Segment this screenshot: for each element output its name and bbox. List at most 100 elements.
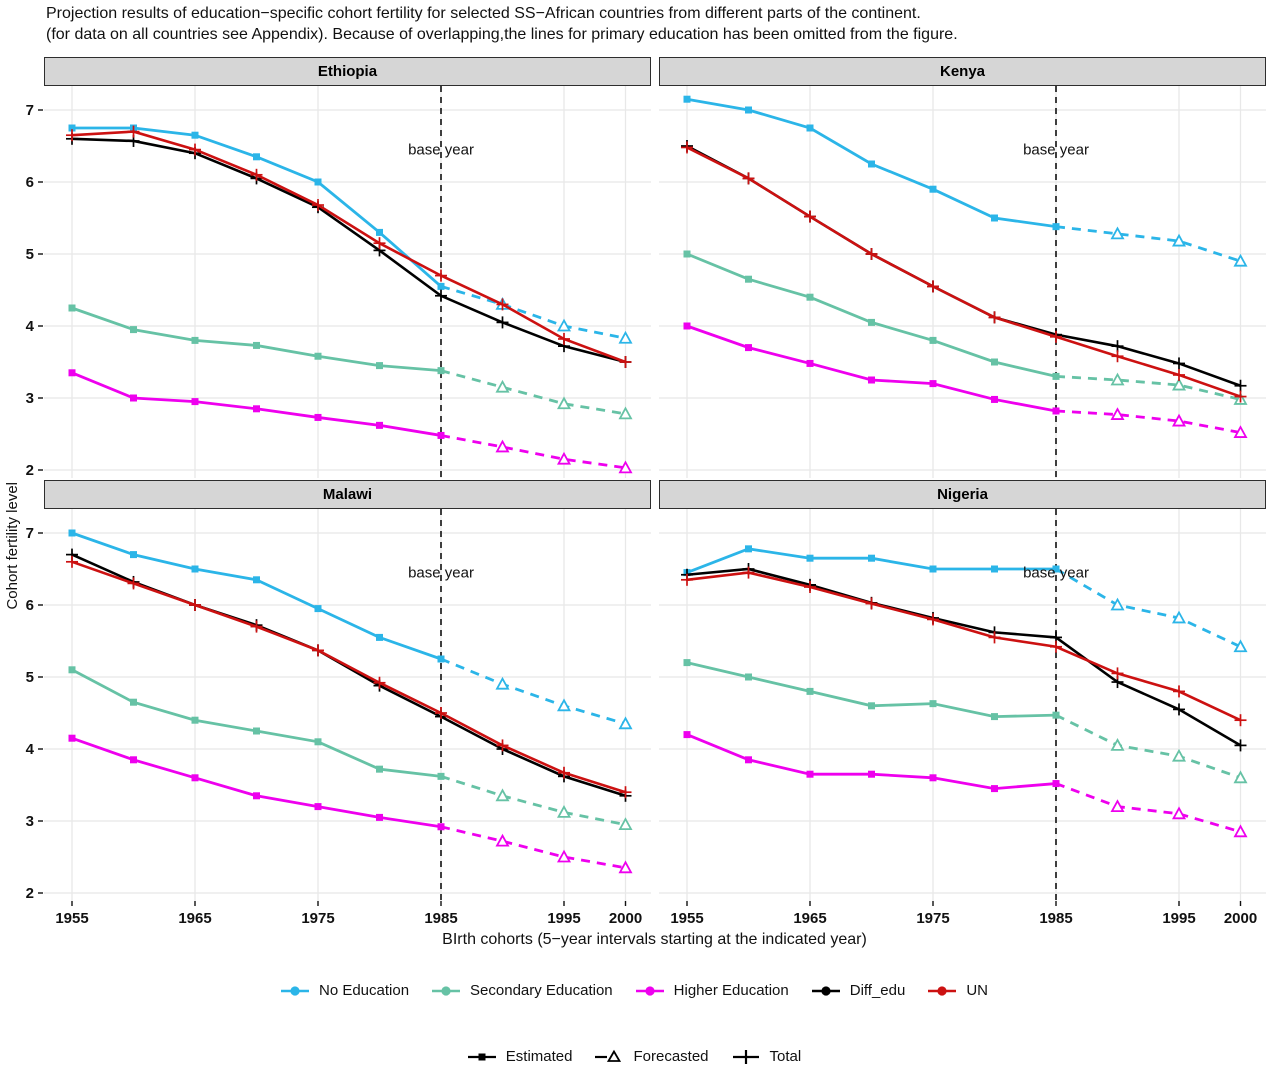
axis-ticks: 1955 1965 1975 1985 1995 2000: [670, 901, 1257, 927]
series-no-education: [68, 124, 633, 344]
series-un-line: [686, 146, 1241, 398]
series-secondary-education: [68, 304, 633, 420]
base-year-label: base year: [1023, 142, 1089, 159]
panel-nigeria: base year 1955 1965 1975 1985 1995 2000: [659, 509, 1266, 927]
estimated-square-marker: [991, 395, 998, 403]
estimated-square-marker: [191, 336, 199, 344]
x-tick-label: 1965: [178, 910, 211, 927]
base-year-label: base year: [1023, 565, 1089, 582]
estimated-square-marker: [68, 369, 76, 377]
y-tick-label: 7: [26, 102, 34, 119]
series-higher-education-estimated-line: [686, 733, 1057, 791]
estimated-square-marker: [253, 792, 260, 800]
series-diff-edu-line: [71, 137, 626, 364]
forecast-triangle-marker: [556, 396, 572, 410]
figure-title: Projection results of education−specific…: [46, 3, 958, 45]
forecast-triangle-marker: [1171, 377, 1187, 391]
estimated-square-marker: [929, 380, 937, 388]
forecast-triangle-marker: [1233, 824, 1248, 838]
series-un-line: [686, 571, 1242, 722]
facet-strip-kenya: Kenya: [659, 57, 1266, 86]
base-year-label: base year: [408, 565, 474, 582]
base-year-label: base year: [408, 142, 474, 159]
facet-strip-ethiopia: Ethiopia: [44, 57, 651, 86]
series-higher-education-forecast-line: [440, 434, 626, 470]
estimated-square-marker: [1052, 780, 1060, 788]
estimated-square-marker: [376, 765, 383, 773]
series-secondary-education: [68, 666, 633, 831]
forecast-triangle-marker: [1110, 407, 1125, 420]
series-no-education-forecast-line: [440, 657, 626, 726]
estimated-square-marker: [437, 282, 445, 290]
estimated-square-marker: [253, 576, 260, 584]
estimated-square-marker: [130, 698, 137, 706]
estimated-square-marker: [314, 178, 322, 186]
estimated-square-marker: [191, 398, 199, 406]
y-tick-label: 5: [26, 669, 34, 686]
series-diff-edu: [681, 140, 1247, 392]
legend-item-secondary-education: Secondary Education: [431, 982, 613, 999]
x-tick-label: 1995: [1162, 910, 1195, 927]
series-higher-education: [683, 731, 1248, 838]
series-diff-edu: [681, 563, 1247, 752]
x-tick-label: 2000: [1224, 910, 1257, 927]
estimated-square-marker: [1052, 711, 1060, 719]
estimated-square-marker: [1052, 223, 1060, 231]
legend-key-forecasted-icon: [595, 1049, 622, 1062]
estimated-square-marker: [929, 700, 937, 708]
forecast-triangle-marker: [1110, 226, 1125, 240]
estimated-square-marker: [437, 823, 445, 831]
forecast-triangle-marker: [1233, 425, 1248, 438]
title-line-2: (for data on all countries see Appendix)…: [46, 26, 958, 43]
x-tick-label: 1985: [1039, 910, 1072, 927]
estimated-square-marker: [191, 565, 199, 573]
y-tick-label: 5: [26, 246, 34, 263]
facet-ethiopia: Ethiopia base year 7 6 5 4 3 2: [14, 57, 651, 478]
series-higher-education: [68, 369, 633, 474]
estimated-square-marker: [745, 344, 752, 352]
estimated-square-marker: [806, 124, 814, 132]
forecast-triangle-marker: [556, 804, 572, 818]
series-un-line: [71, 130, 626, 364]
estimated-square-marker: [745, 545, 752, 553]
forecast-triangle-marker: [618, 817, 633, 831]
estimated-square-marker: [806, 687, 814, 695]
legend-item-diff-edu: Diff_edu: [811, 982, 905, 999]
estimated-square-marker: [253, 153, 260, 161]
series-secondary-education: [683, 250, 1248, 405]
estimated-square-marker: [314, 352, 322, 360]
y-tick-label: 3: [26, 813, 34, 830]
series-un-line: [71, 560, 626, 794]
facet-malawi: Malawi base year 7 6 5 4 3 2 1955 1965 1975 1985 19…: [14, 480, 651, 946]
facet-kenya: Kenya base year: [629, 57, 1266, 478]
series-higher-education: [683, 322, 1248, 438]
series-secondary-education-forecast-line: [440, 775, 626, 826]
estimated-square-marker: [868, 554, 875, 562]
estimated-square-marker: [68, 304, 76, 312]
forecast-triangle-marker: [618, 406, 633, 420]
gridlines: [44, 86, 651, 478]
forecast-triangle-marker: [556, 451, 572, 465]
estimated-square-marker: [130, 326, 137, 334]
estimated-square-marker: [376, 813, 383, 821]
panel-kenya: base year: [659, 86, 1266, 478]
estimated-square-marker: [68, 734, 76, 742]
estimated-square-marker: [683, 731, 691, 739]
x-axis-title: BIrth cohorts (5−year intervals starting…: [442, 931, 867, 948]
series-un: [681, 141, 1247, 403]
facet-strip-nigeria: Nigeria: [659, 480, 1266, 509]
estimated-square-marker: [68, 124, 76, 132]
estimated-square-marker: [437, 431, 445, 439]
estimated-square-marker: [929, 565, 937, 573]
estimated-square-marker: [683, 659, 691, 667]
legend-label: UN: [966, 982, 989, 999]
legend-key-no-education-icon: [280, 985, 309, 996]
estimated-square-marker: [68, 666, 76, 674]
series-diff-edu-line: [686, 567, 1242, 747]
forecast-triangle-marker: [1233, 639, 1248, 653]
y-tick-label: 6: [26, 174, 34, 191]
series-secondary-education-forecast-line: [440, 369, 626, 416]
forecast-triangle-marker: [556, 849, 572, 863]
series-secondary-education: [683, 659, 1248, 784]
series-no-education-forecast-line: [1055, 225, 1241, 263]
